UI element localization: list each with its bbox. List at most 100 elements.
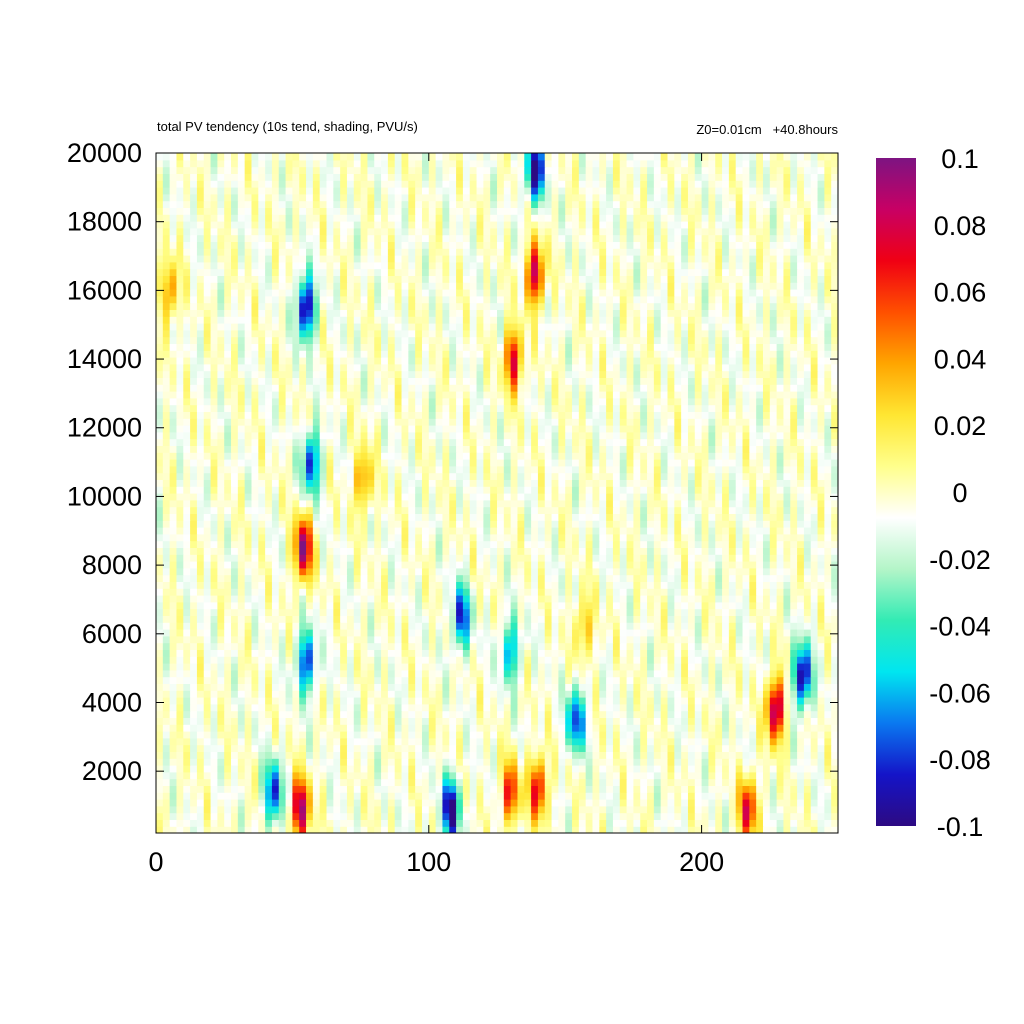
heatmap-cell — [428, 785, 437, 793]
heatmap-cell — [340, 527, 348, 535]
heatmap-cell — [510, 697, 519, 705]
heatmap-cell — [306, 737, 314, 746]
heatmap-cell — [790, 819, 798, 827]
heatmap-cell — [442, 765, 450, 773]
heatmap-cell — [599, 663, 607, 671]
heatmap-cell — [708, 826, 716, 833]
heatmap-cell — [285, 663, 293, 671]
heatmap-cell — [640, 567, 648, 576]
heatmap-cell — [183, 697, 191, 705]
heatmap-cell — [312, 703, 321, 712]
heatmap-cell — [612, 567, 621, 576]
heatmap-cell — [599, 819, 607, 827]
heatmap-cell — [783, 703, 791, 712]
heatmap-cell — [469, 785, 478, 793]
heatmap-cell — [565, 676, 573, 684]
heatmap-cell — [456, 703, 464, 712]
heatmap-cell — [640, 724, 648, 732]
heatmap-cell — [653, 629, 662, 637]
heatmap-cell — [503, 608, 512, 616]
heatmap-cell — [428, 717, 437, 725]
heatmap-cell — [428, 608, 437, 616]
heatmap-cell — [299, 520, 307, 528]
heatmap-cell — [326, 615, 334, 623]
heatmap-cell — [667, 581, 675, 589]
heatmap-cell — [572, 826, 580, 833]
heatmap-cell — [394, 785, 403, 793]
heatmap-cell — [674, 690, 682, 698]
heatmap-cell — [340, 765, 348, 773]
heatmap-cell — [333, 669, 341, 678]
heatmap-cell — [762, 527, 771, 535]
heatmap-cell — [558, 744, 566, 752]
heatmap-cell — [626, 744, 634, 752]
heatmap-cell — [449, 771, 457, 780]
heatmap-cell — [626, 547, 634, 555]
heatmap-cell — [783, 581, 791, 589]
heatmap-cell — [203, 812, 212, 820]
heatmap-cell — [572, 533, 580, 542]
heatmap-cell — [797, 703, 805, 712]
heatmap-cell — [162, 758, 171, 766]
heatmap-cell — [435, 608, 444, 616]
heatmap-cell — [762, 792, 771, 800]
heatmap-cell — [619, 622, 628, 630]
heatmap-cell — [524, 690, 532, 698]
heatmap-cell — [626, 765, 634, 773]
heatmap-cell — [196, 710, 205, 718]
heatmap-cell — [606, 595, 614, 603]
heatmap-cell — [762, 547, 771, 555]
heatmap-cell — [531, 744, 539, 752]
heatmap-cell — [251, 554, 259, 562]
heatmap-cell — [346, 527, 355, 535]
heatmap-cell — [435, 724, 444, 732]
heatmap-cell — [435, 499, 444, 508]
heatmap-cell — [237, 690, 246, 698]
heatmap-cell — [217, 615, 225, 623]
heatmap-cell — [360, 663, 369, 671]
heatmap-cell — [183, 710, 191, 718]
heatmap-cell — [599, 765, 607, 773]
heatmap-cell — [674, 765, 682, 773]
heatmap-cell — [694, 499, 703, 508]
heatmap-cell — [749, 635, 757, 644]
heatmap-cell — [824, 697, 832, 705]
heatmap-cell — [162, 615, 171, 623]
heatmap-cell — [537, 642, 546, 650]
heatmap-cell — [469, 642, 478, 650]
heatmap-cell — [367, 540, 375, 548]
heatmap-cell — [578, 506, 587, 514]
heatmap-cell — [551, 663, 559, 671]
heatmap-cell — [510, 799, 519, 807]
heatmap-cell — [803, 799, 812, 807]
heatmap-cell — [428, 656, 437, 664]
heatmap-cell — [476, 737, 484, 746]
heatmap-cell — [353, 554, 362, 562]
heatmap-cell — [428, 499, 437, 508]
heatmap-cell — [156, 799, 164, 807]
heatmap-cell — [728, 608, 737, 616]
heatmap-cell — [803, 697, 812, 705]
heatmap-cell — [299, 506, 307, 514]
heatmap-cell — [401, 547, 409, 555]
heatmap-cell — [578, 676, 587, 684]
heatmap-cell — [169, 805, 178, 814]
heatmap-cell — [681, 683, 689, 691]
heatmap-cell — [824, 805, 832, 814]
heatmap-cell — [265, 669, 273, 678]
heatmap-cell — [742, 663, 750, 671]
heatmap-cell — [544, 622, 553, 630]
heatmap-cell — [394, 527, 403, 535]
heatmap-cell — [483, 669, 491, 678]
heatmap-cell — [803, 574, 812, 582]
heatmap-cell — [203, 669, 212, 678]
heatmap-cell — [687, 499, 696, 508]
heatmap-cell — [340, 819, 348, 827]
heatmap-cell — [817, 527, 825, 535]
heatmap-cell — [694, 751, 703, 759]
heatmap-cell — [790, 493, 798, 501]
heatmap-cell — [687, 744, 696, 752]
heatmap-cell — [285, 812, 293, 820]
heatmap-cell — [340, 554, 348, 562]
heatmap-cell — [701, 731, 710, 739]
